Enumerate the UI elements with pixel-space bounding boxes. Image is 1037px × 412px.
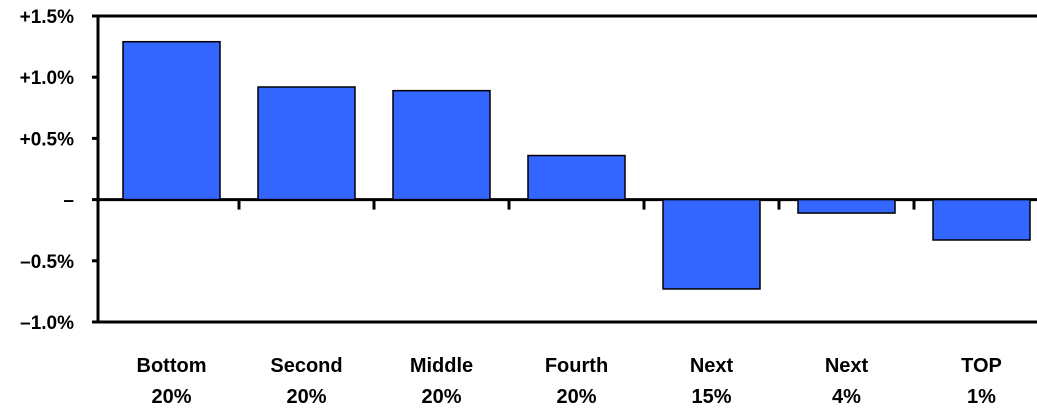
x-tick-label-line1: Middle — [410, 355, 473, 377]
x-tick-labels: Bottom 20% Second 20% Middle 20% Fourth 20% Next… — [137, 355, 1002, 408]
y-tick-label: +1.0% — [20, 68, 75, 89]
x-tick-label-line2: 20% — [286, 386, 326, 408]
x-tick-label-line1: Next — [690, 355, 734, 377]
x-tick-label-line1: Fourth — [545, 355, 608, 377]
x-tick-label-line2: 20% — [151, 386, 191, 408]
y-tick-label: – — [63, 191, 74, 212]
y-tick-label: –0.5% — [20, 252, 74, 273]
x-tick-label-line1: TOP — [961, 355, 1002, 377]
bar — [932, 198, 1031, 241]
y-tick-labels: +1.5% +1.0% +0.5% – –0.5% –1.0% — [20, 7, 75, 334]
bars — [122, 40, 1031, 290]
x-tick-label-line2: 20% — [556, 386, 596, 408]
y-tick-label: +1.5% — [20, 7, 75, 28]
y-tick-label: +0.5% — [20, 129, 75, 150]
x-tick-label-line2: 15% — [691, 386, 731, 408]
x-tick-label-line2: 20% — [421, 386, 461, 408]
bar — [392, 89, 491, 201]
bar — [527, 154, 626, 201]
x-tick-label-line1: Second — [270, 355, 342, 377]
x-tick-label-line1: Bottom — [137, 355, 207, 377]
y-tick-label: –1.0% — [20, 313, 74, 334]
x-tick-label-line1: Next — [825, 355, 869, 377]
bar — [257, 86, 356, 201]
x-tick-label-line2: 1% — [967, 386, 996, 408]
bar — [662, 198, 761, 290]
x-tick-label-line2: 4% — [832, 386, 861, 408]
bar — [122, 40, 221, 201]
bar — [797, 198, 896, 214]
